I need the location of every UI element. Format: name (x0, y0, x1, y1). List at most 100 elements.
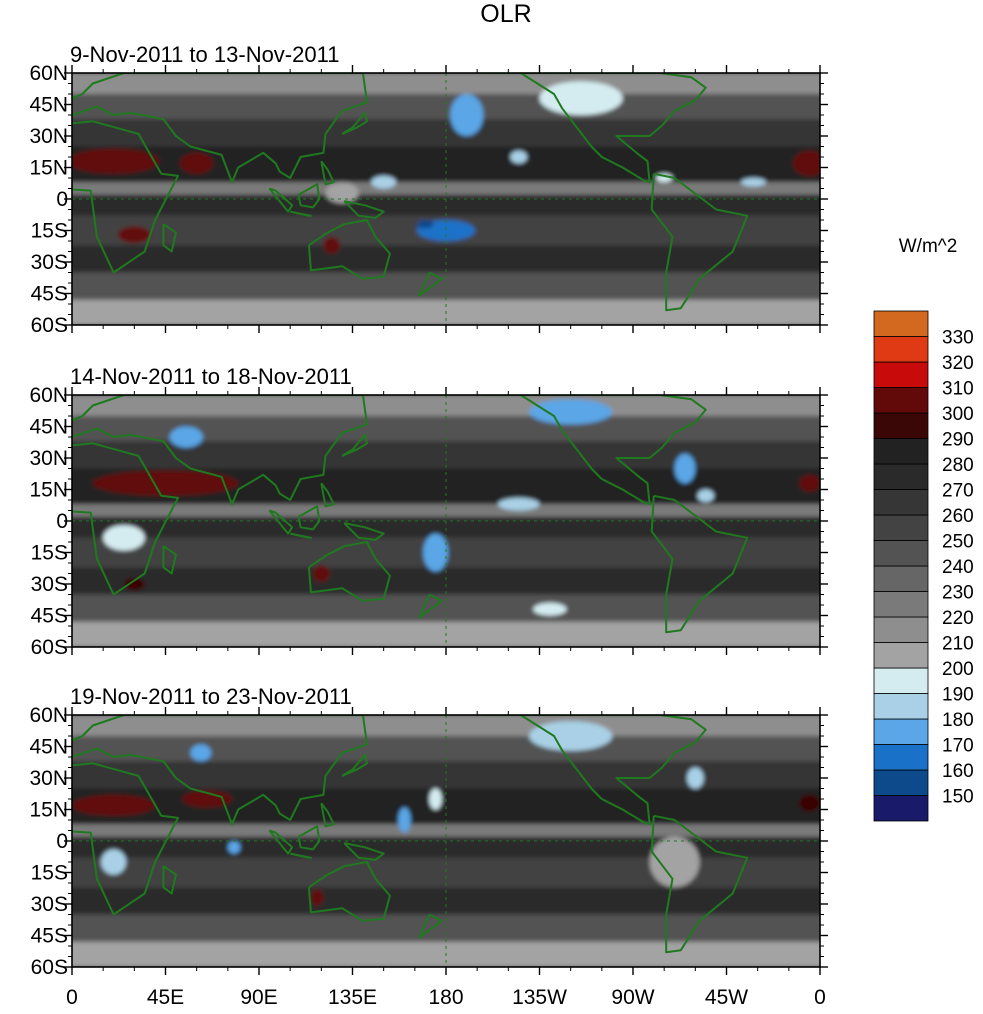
lat-tick-label: 30N (29, 447, 68, 470)
olr-anomaly-3-12 (649, 836, 700, 888)
lat-tick-label: 0 (56, 188, 68, 211)
olr-anomaly-3-11 (529, 721, 613, 751)
lon-tick-label: 45E (147, 986, 184, 1009)
olr-anomaly-2-8 (697, 489, 715, 503)
colorbar-swatch (873, 769, 929, 796)
colorbar-swatch (873, 463, 929, 490)
colorbar-label: 180 (942, 710, 974, 731)
olr-anomaly-2-11 (533, 602, 567, 616)
colorbar-label: 240 (942, 557, 974, 578)
lat-tick-label: 15S (31, 542, 68, 565)
lat-tick-label: 15N (29, 799, 68, 822)
colorbar-swatch (873, 361, 929, 388)
olr-anomaly-1-2 (180, 152, 214, 174)
colorbar-label: 190 (942, 685, 974, 706)
colorbar-label: 230 (942, 583, 974, 604)
lat-tick-label: 15N (29, 157, 68, 180)
colorbar-label: 290 (942, 430, 974, 451)
longitude-axis-labels: 0 45E 90E 135E 180 135W 90W 45W 0 (66, 986, 826, 1009)
colorbar-label: 330 (942, 328, 974, 349)
colorbar-label: 270 (942, 481, 974, 502)
olr-anomaly-2-7 (674, 453, 696, 484)
colorbar-swatch (873, 489, 929, 516)
olr-anomaly-2-5 (423, 533, 449, 572)
lat-tick-label: 30S (31, 251, 68, 274)
olr-anomaly-1-4 (117, 226, 151, 244)
colorbar-label: 150 (942, 787, 974, 808)
olr-anomaly-1-5 (323, 236, 341, 254)
lat-tick-label: 45N (29, 416, 68, 439)
colorbar-swatch (873, 795, 929, 822)
olr-anomaly-2-4 (799, 474, 820, 492)
olr-anomaly-1-1 (72, 148, 160, 174)
coastline-overlay (72, 715, 749, 954)
olr-anomaly-3-1 (72, 794, 156, 816)
colorbar-label: 310 (942, 379, 974, 400)
olr-anomaly-2-6 (497, 497, 540, 511)
olr-anomaly-2-9 (169, 426, 203, 448)
map-panel-1: 60N 45N 30N 15N 0 15S 30S 45S 60S (29, 62, 828, 337)
lon-tick-label: 180 (428, 986, 463, 1009)
lon-tick-label: 135W (512, 986, 567, 1009)
colorbar-label: 280 (942, 455, 974, 476)
lat-tick-label: 45S (31, 283, 68, 306)
lat-tick-label: 45N (29, 94, 68, 117)
colorbar-swatch (873, 412, 929, 439)
olr-anomaly-3-10 (687, 767, 704, 789)
colorbar-swatch (873, 693, 929, 720)
lat-tick-label: 30N (29, 125, 68, 148)
colorbar-swatch (873, 642, 929, 669)
colorbar-label: 210 (942, 634, 974, 655)
colorbar-swatch (873, 591, 929, 618)
lon-tick-label: 90E (240, 986, 277, 1009)
olr-anomaly-2-12 (103, 525, 145, 551)
olr-anomaly-1-13 (539, 81, 623, 115)
lat-tick-label: 30S (31, 573, 68, 596)
lon-tick-label: 45W (705, 986, 748, 1009)
colorbar-label: 200 (942, 659, 974, 680)
olr-anomaly-1-3 (792, 150, 820, 176)
olr-anomaly-1-9 (510, 150, 528, 164)
colorbar-swatch (873, 540, 929, 567)
colorbar-swatch (873, 718, 929, 745)
lat-tick-label: 30N (29, 767, 68, 790)
map-panel-2: 60N 45N 30N 15N 0 15S 30S 45S 60S (29, 384, 828, 659)
coastline-overlay (72, 73, 749, 312)
lat-tick-label: 60S (31, 314, 68, 337)
olr-anomaly-1-12 (741, 178, 766, 187)
lon-tick-label: 135E (328, 986, 377, 1009)
colorbar-units: W/m^2 (899, 236, 958, 257)
colorbar-swatch (873, 514, 929, 541)
olr-anomaly-2-2 (313, 565, 330, 582)
colorbar-label: 320 (942, 353, 974, 374)
map-panel-3: 60N 45N 30N 15N 0 15S 30S 45S 60S (29, 704, 828, 979)
lon-tick-label: 0 (66, 986, 78, 1009)
olr-anomaly-3-8 (101, 849, 127, 875)
olr-anomaly-3-9 (429, 788, 442, 810)
lat-tick-label: 60N (29, 704, 68, 727)
lat-tick-label: 15N (29, 479, 68, 502)
lat-tick-label: 60N (29, 384, 68, 407)
colorbar-label: 170 (942, 736, 974, 757)
lat-tick-label: 60N (29, 62, 68, 85)
colorbar: 150 160 170 180 190 200 210 220 230 240 250 260 270 2… (873, 310, 974, 822)
lon-tick-label: 90W (611, 986, 654, 1009)
lat-tick-label: 45N (29, 736, 68, 759)
lat-tick-label: 45S (31, 605, 68, 628)
olr-anomaly-2-3 (123, 577, 145, 591)
lat-tick-label: 15S (31, 862, 68, 885)
lat-tick-label: 60S (31, 956, 68, 979)
olr-anomaly-1-8 (450, 94, 484, 136)
colorbar-label: 250 (942, 532, 974, 553)
colorbar-swatch (873, 310, 929, 337)
lat-tick-label: 0 (56, 830, 68, 853)
colorbar-swatch (873, 336, 929, 363)
panel-1-subtitle: 9-Nov-2011 to 13-Nov-2011 (70, 42, 339, 67)
lat-tick-label: 45S (31, 925, 68, 948)
olr-anomaly-1-7 (416, 220, 434, 229)
colorbar-label: 160 (942, 761, 974, 782)
olr-anomaly-3-2 (182, 790, 232, 808)
olr-anomaly-3-6 (190, 744, 212, 762)
olr-anomaly-1-10 (371, 175, 397, 189)
